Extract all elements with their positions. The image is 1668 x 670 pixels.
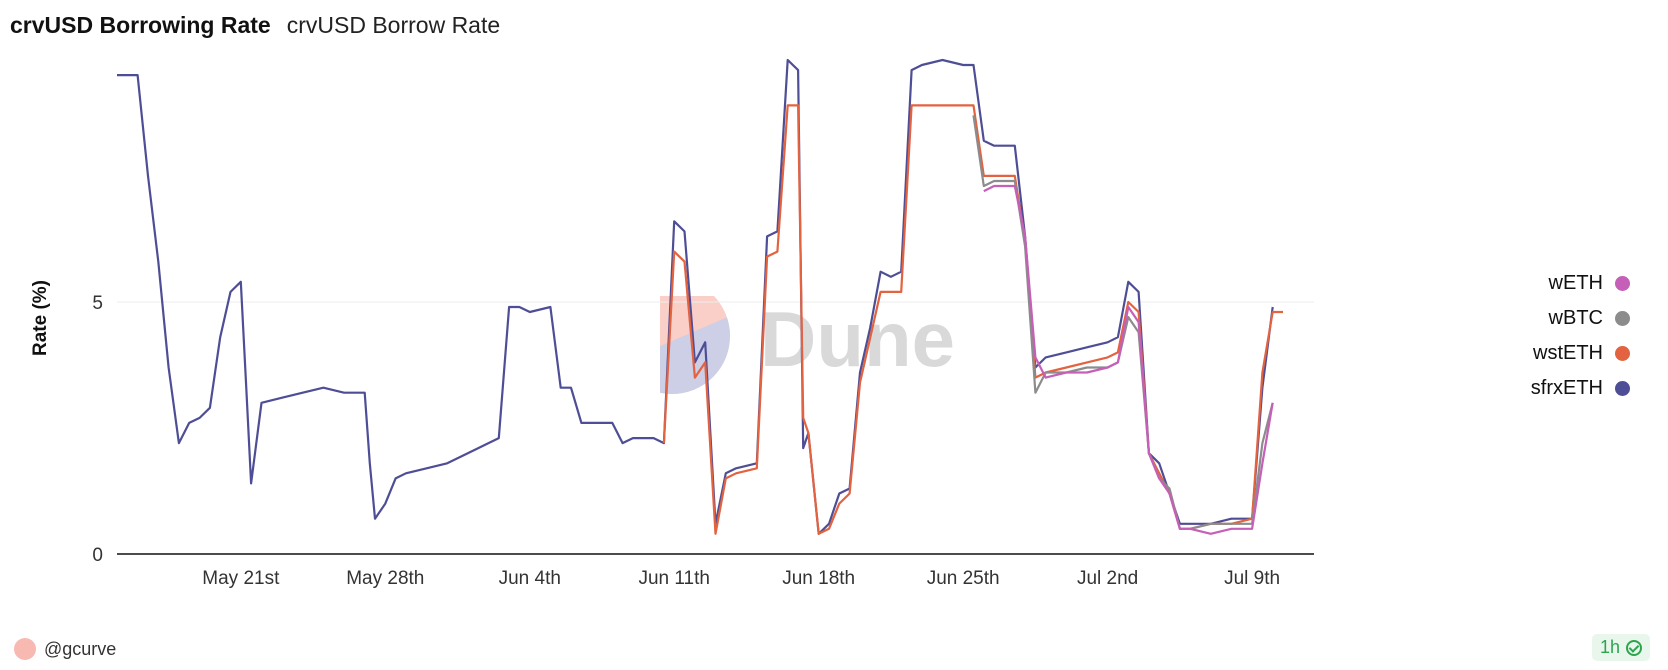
legend-item-wETH[interactable]: wETH <box>1531 272 1630 295</box>
legend-label: wstETH <box>1533 342 1603 364</box>
legend-swatch <box>1615 381 1630 396</box>
x-tick-label: May 21st <box>202 568 280 589</box>
legend-item-sfrxETH[interactable]: sfrxETH <box>1531 377 1630 400</box>
refresh-badge[interactable]: 1h <box>1591 634 1650 661</box>
chart-title: crvUSD Borrowing Rate <box>10 12 271 38</box>
x-tick-label: Jun 4th <box>499 568 561 589</box>
author-attribution[interactable]: @gcurve <box>14 638 116 660</box>
legend-swatch <box>1615 346 1630 361</box>
chart-subtitle: crvUSD Borrow Rate <box>286 12 501 38</box>
y-tick-label: 0 <box>92 545 103 566</box>
series-line-wETH <box>983 184 1274 535</box>
x-tick-label: Jul 9th <box>1224 568 1280 589</box>
legend-item-wBTC[interactable]: wBTC <box>1531 307 1630 330</box>
legend-label: wBTC <box>1548 307 1603 329</box>
x-tick-label: Jun 25th <box>927 568 1000 589</box>
y-tick-label: 5 <box>92 293 103 314</box>
x-tick-label: Jul 2nd <box>1077 568 1138 589</box>
legend-label: sfrxETH <box>1530 377 1603 399</box>
legend-item-wstETH[interactable]: wstETH <box>1531 342 1630 365</box>
x-tick-label: May 28th <box>346 568 424 589</box>
legend-swatch <box>1615 311 1630 326</box>
chart-legend: wETH wBTC wstETH sfrxETH <box>1531 272 1630 400</box>
x-tick-label: Jun 11th <box>638 568 709 589</box>
legend-swatch <box>1615 276 1630 291</box>
x-tick-label: Jun 18th <box>782 568 855 589</box>
author-name: @gcurve <box>44 638 117 659</box>
series-line-wstETH <box>662 104 1283 535</box>
check-circle-icon <box>1626 639 1642 656</box>
series-line-sfrxETH <box>117 58 1274 535</box>
legend-label: wETH <box>1548 272 1603 294</box>
avatar <box>14 638 36 660</box>
refresh-interval: 1h <box>1599 637 1620 657</box>
chart-header: crvUSD Borrowing Rate crvUSD Borrow Rate <box>10 12 500 39</box>
y-axis-label: Rate (%) <box>30 280 51 356</box>
